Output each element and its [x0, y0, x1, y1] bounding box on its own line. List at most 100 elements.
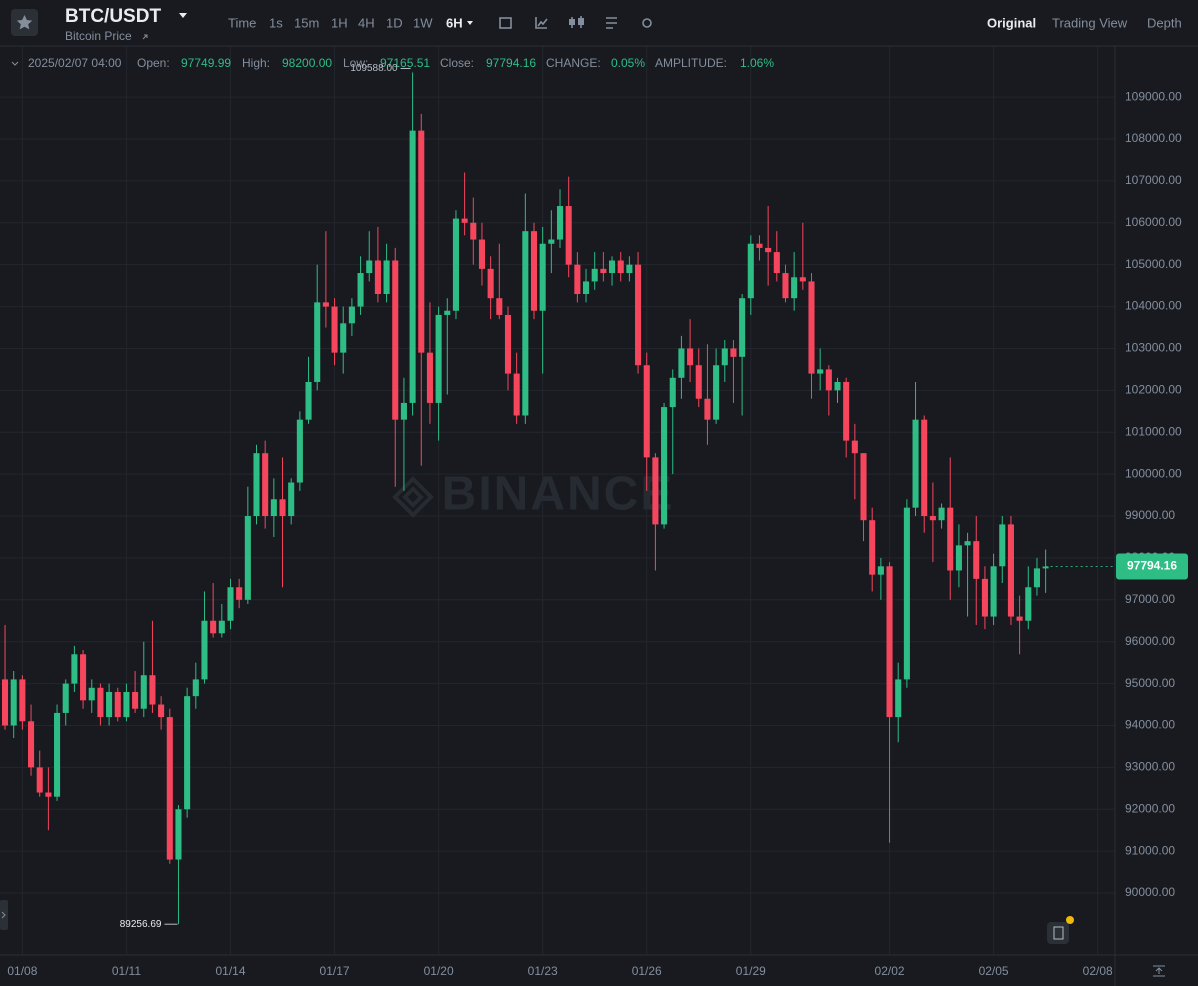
- x-tick-label: 01/23: [528, 964, 558, 978]
- candle-body: [582, 281, 590, 294]
- candle-body: [158, 704, 165, 718]
- settings-icon[interactable]: [642, 18, 652, 28]
- y-tick-label: 105000.00: [1125, 257, 1182, 271]
- view-tab[interactable]: Trading View: [1052, 15, 1128, 30]
- candle-body: [279, 499, 286, 517]
- interval-caret: [467, 21, 473, 25]
- candle-body: [704, 398, 711, 420]
- candle-body: [452, 218, 459, 311]
- price-tag: [1116, 553, 1188, 580]
- candle-body: [114, 691, 121, 718]
- candle-body: [747, 243, 754, 299]
- ohlc-info: 2025/02/07 04:00 Open: 97749.99 High: 98200.…: [28, 56, 774, 70]
- indicator-icon[interactable]: [535, 17, 548, 29]
- header-bg: [0, 0, 1198, 46]
- candle-body: [36, 767, 43, 793]
- info-label: Open:: [137, 56, 170, 70]
- candle-body: [210, 620, 217, 634]
- y-tick-label: 97000.00: [1125, 592, 1175, 606]
- scale-toggle[interactable]: [1153, 965, 1165, 977]
- calendar-icon[interactable]: [499, 17, 512, 29]
- candles: [1, 72, 1049, 925]
- y-tick-label: 101000.00: [1125, 424, 1182, 438]
- candle-body: [383, 260, 390, 294]
- side-arrow: [1, 911, 6, 919]
- y-tick-label: 91000.00: [1125, 843, 1175, 857]
- interval[interactable]: 1W: [413, 15, 433, 30]
- candle-body: [496, 298, 503, 315]
- candle-body: [947, 507, 954, 571]
- info-label: Low:: [343, 56, 368, 70]
- candle-body: [435, 314, 442, 403]
- candle-body: [574, 264, 581, 294]
- info-label: 2025/02/07 04:00: [28, 56, 122, 70]
- subtitle[interactable]: Bitcoin Price: [65, 29, 132, 43]
- info-toggle[interactable]: [11, 61, 19, 66]
- notes-button[interactable]: [1047, 922, 1069, 944]
- candle-body: [617, 260, 624, 274]
- view-tab[interactable]: Original: [987, 15, 1036, 30]
- candle-body: [895, 679, 902, 718]
- candle-body: [1007, 524, 1014, 617]
- candle-body: [201, 620, 208, 680]
- y-tick-label: 104000.00: [1125, 299, 1182, 313]
- candle-body: [669, 377, 676, 408]
- candle-body: [877, 566, 884, 575]
- candle-body: [1016, 616, 1023, 621]
- candle-body: [400, 402, 407, 420]
- interval[interactable]: 6H: [446, 15, 463, 30]
- candle-body: [340, 323, 347, 353]
- candle-body: [600, 268, 607, 274]
- candle-body: [843, 381, 850, 441]
- candle-body: [348, 306, 355, 324]
- interval[interactable]: 1H: [331, 15, 348, 30]
- candle-body: [817, 369, 824, 374]
- candle-body: [1025, 587, 1032, 621]
- candle-body: [973, 541, 980, 579]
- interval[interactable]: 15m: [294, 15, 319, 30]
- layout-icon[interactable]: [606, 17, 617, 29]
- y-tick-label: 109000.00: [1125, 89, 1182, 103]
- views: Original Trading View Depth: [987, 15, 1182, 30]
- interval[interactable]: 1D: [386, 15, 403, 30]
- x-tick-label: 01/20: [424, 964, 454, 978]
- candle-body: [470, 222, 477, 240]
- candle-body: [331, 306, 338, 353]
- y-tick-label: 90000.00: [1125, 885, 1175, 899]
- candle-body: [955, 545, 962, 571]
- candle-body: [80, 654, 87, 701]
- candle-body: [626, 264, 633, 274]
- candle-body: [19, 679, 26, 722]
- candle-body: [522, 231, 529, 416]
- candle-body: [530, 231, 538, 311]
- candle-body: [288, 482, 295, 517]
- candle-body: [236, 587, 243, 600]
- candle-body: [938, 507, 945, 521]
- symbol[interactable]: BTC/USDT: [65, 6, 161, 27]
- candle-body: [730, 348, 737, 357]
- candle-body: [184, 696, 191, 810]
- x-tick-label: 01/11: [112, 964, 141, 978]
- candle-body: [548, 239, 555, 244]
- axes: 90000.00 91000.00 92000.00 93000.00 94000.00…: [7, 89, 1182, 978]
- y-tick-label: 103000.00: [1125, 341, 1182, 355]
- candle-body: [990, 566, 997, 617]
- intervals: Time 1s 15m 1H 4H 1D 1W 6H: [228, 15, 463, 30]
- y-tick-label: 93000.00: [1125, 760, 1175, 774]
- notes-icon: [1053, 926, 1064, 940]
- price-tag-label: 97794.16: [1127, 559, 1177, 573]
- candle-body: [357, 273, 364, 307]
- interval[interactable]: Time: [228, 15, 256, 30]
- candle-body: [244, 516, 251, 600]
- candle-body: [765, 247, 772, 253]
- candle-body: [54, 712, 61, 797]
- candle-body: [253, 453, 260, 517]
- interval[interactable]: 1s: [269, 15, 283, 30]
- interval[interactable]: 4H: [358, 15, 375, 30]
- candle-body: [175, 809, 182, 860]
- candle-body: [773, 252, 780, 274]
- side-toggle[interactable]: [0, 900, 8, 930]
- view-tab[interactable]: Depth: [1147, 15, 1182, 30]
